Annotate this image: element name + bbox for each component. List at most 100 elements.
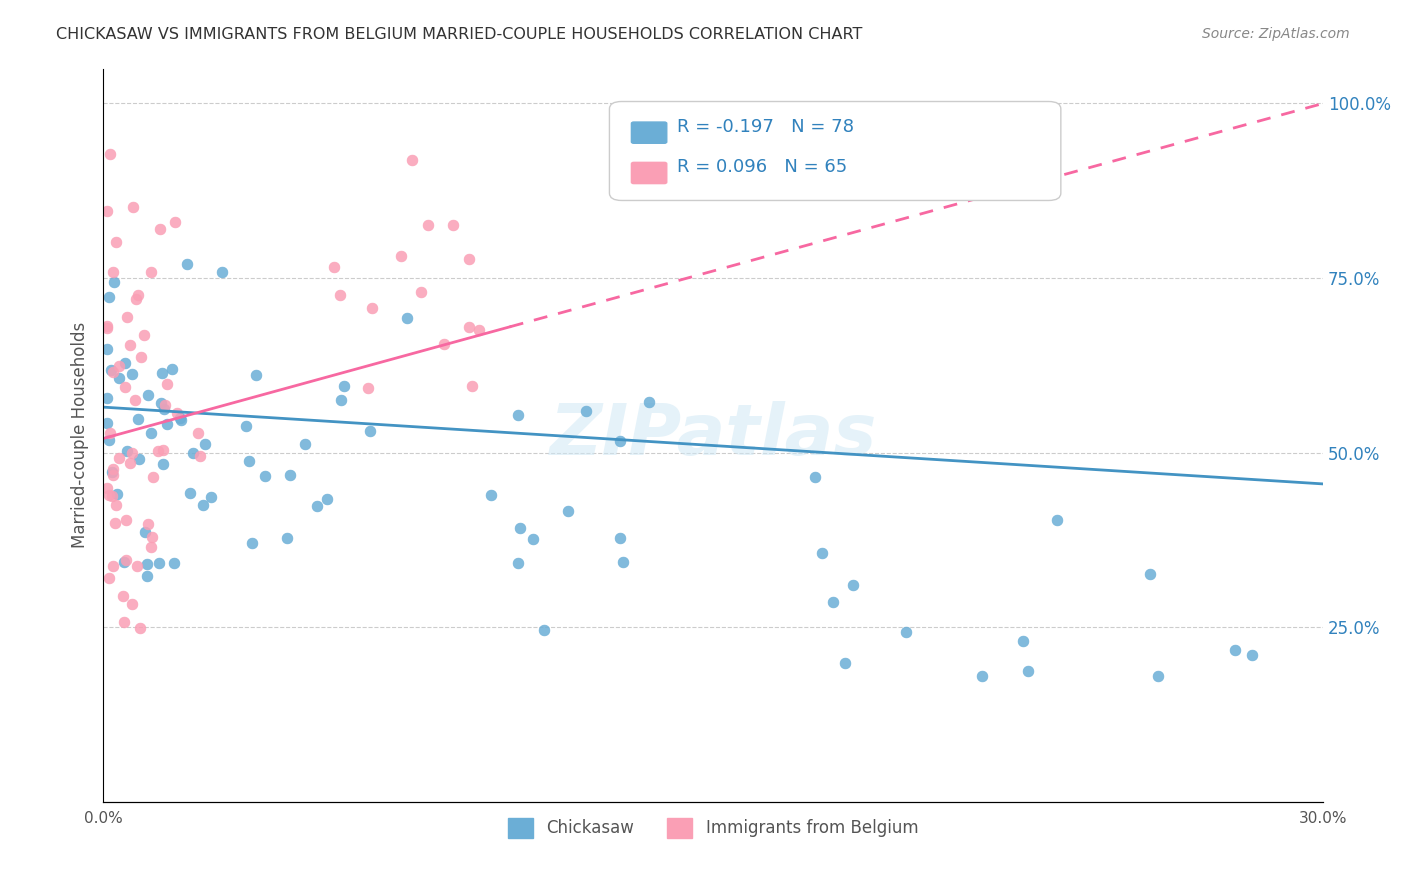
Point — [98, 147, 121, 161]
Text: R = 0.096   N = 65: R = 0.096 N = 65 — [676, 159, 846, 177]
Point — [160, 362, 183, 376]
Point — [96, 203, 118, 218]
Point — [609, 434, 631, 448]
Point — [131, 350, 153, 364]
Point — [127, 288, 149, 302]
Point — [211, 265, 233, 279]
Point — [359, 424, 381, 438]
Point — [240, 536, 263, 550]
Point — [278, 468, 301, 483]
Point — [104, 516, 127, 530]
Point — [129, 622, 152, 636]
Point — [170, 413, 193, 427]
Point — [396, 311, 419, 326]
Point — [235, 418, 257, 433]
Point — [200, 490, 222, 504]
Point — [166, 406, 188, 420]
FancyBboxPatch shape — [609, 102, 1062, 201]
Point — [118, 457, 141, 471]
Point — [105, 486, 128, 500]
Text: R = -0.197   N = 78: R = -0.197 N = 78 — [676, 118, 853, 136]
Point — [329, 288, 352, 302]
Point — [149, 222, 172, 236]
Point — [316, 491, 339, 506]
Point — [136, 388, 159, 402]
Point — [533, 623, 555, 637]
Point — [401, 153, 423, 168]
FancyBboxPatch shape — [631, 162, 666, 184]
Point — [181, 446, 204, 460]
Point — [107, 371, 129, 385]
Point — [105, 235, 128, 249]
Point — [575, 404, 598, 418]
Point — [101, 462, 124, 476]
Point — [96, 321, 118, 335]
Point — [136, 557, 159, 571]
Point — [841, 577, 863, 591]
Point — [138, 517, 160, 532]
Point — [103, 559, 125, 574]
Point — [101, 466, 124, 480]
Point — [190, 450, 212, 464]
Point — [153, 398, 176, 412]
Point — [139, 265, 162, 279]
Point — [1139, 567, 1161, 582]
Point — [134, 327, 156, 342]
Point — [972, 669, 994, 683]
Point — [522, 532, 544, 546]
Point — [557, 504, 579, 518]
Point — [1146, 669, 1168, 683]
Point — [163, 556, 186, 570]
Point — [416, 219, 439, 233]
Point — [194, 437, 217, 451]
Point — [458, 320, 481, 334]
Point — [118, 338, 141, 352]
Point — [823, 595, 845, 609]
Point — [361, 301, 384, 315]
Point — [305, 499, 328, 513]
Point — [191, 498, 214, 512]
Point — [115, 310, 138, 324]
Point — [323, 260, 346, 275]
Point — [245, 368, 267, 382]
Point — [128, 452, 150, 467]
Point — [97, 487, 120, 501]
Text: Source: ZipAtlas.com: Source: ZipAtlas.com — [1202, 27, 1350, 41]
Point — [135, 569, 157, 583]
Point — [96, 318, 118, 333]
Point — [153, 402, 176, 417]
Point — [152, 457, 174, 471]
Point — [146, 444, 169, 458]
Point — [101, 264, 124, 278]
Text: CHICKASAW VS IMMIGRANTS FROM BELGIUM MARRIED-COUPLE HOUSEHOLDS CORRELATION CHART: CHICKASAW VS IMMIGRANTS FROM BELGIUM MAR… — [56, 27, 863, 42]
Point — [638, 395, 661, 409]
Point — [894, 625, 917, 640]
Point — [389, 249, 412, 263]
Point — [467, 323, 489, 337]
Point — [1046, 513, 1069, 527]
Point — [121, 200, 143, 214]
Point — [104, 498, 127, 512]
Point — [1017, 664, 1039, 678]
Point — [97, 571, 120, 585]
Point — [254, 469, 277, 483]
Point — [509, 521, 531, 535]
Point — [411, 285, 433, 299]
Point — [150, 366, 173, 380]
Point — [458, 252, 481, 267]
Legend: Chickasaw, Immigrants from Belgium: Chickasaw, Immigrants from Belgium — [501, 811, 925, 845]
Point — [357, 381, 380, 395]
Point — [139, 425, 162, 440]
Point — [333, 378, 356, 392]
Point — [433, 337, 456, 351]
Point — [101, 365, 124, 379]
Point — [103, 468, 125, 483]
Point — [479, 488, 502, 502]
Point — [114, 615, 136, 629]
Point — [127, 412, 149, 426]
Point — [100, 363, 122, 377]
Point — [108, 450, 131, 465]
Point — [276, 531, 298, 545]
Point — [165, 215, 187, 229]
Point — [112, 589, 135, 603]
